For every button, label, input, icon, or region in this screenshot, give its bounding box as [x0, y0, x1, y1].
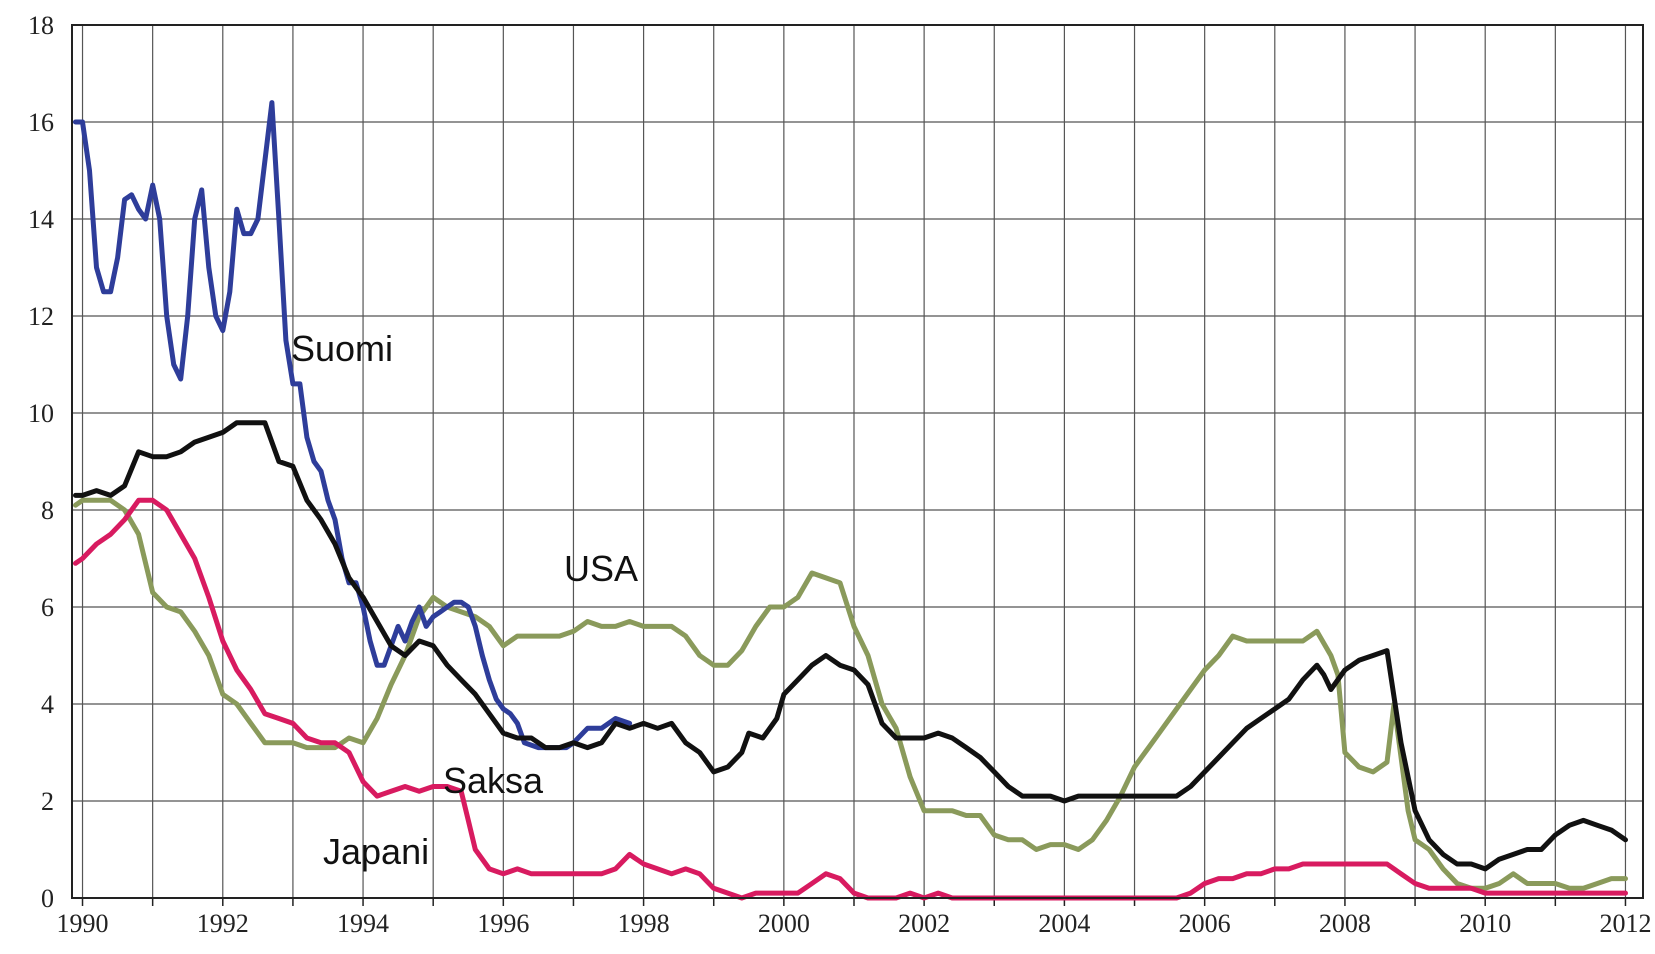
y-tick-label: 16 [28, 108, 54, 137]
x-tick-label: 1994 [337, 909, 389, 938]
y-tick-label: 6 [41, 593, 54, 622]
series-line-suomi [73, 100, 633, 751]
y-tick-label: 14 [28, 205, 54, 234]
x-tick-label: 2004 [1038, 909, 1090, 938]
series-label-japani: Japani [323, 831, 429, 872]
x-tick-label: 2012 [1599, 909, 1651, 938]
series-line-saksa [73, 420, 1628, 872]
x-tick-label: 1998 [618, 909, 670, 938]
series-label-suomi: Suomi [291, 328, 393, 369]
y-tick-label: 18 [28, 11, 54, 40]
x-tick-label: 2008 [1319, 909, 1371, 938]
y-tick-label: 12 [28, 302, 54, 331]
y-tick-label: 8 [41, 496, 54, 525]
x-tick-label: 2000 [758, 909, 810, 938]
y-axis-ticks: 0 2 4 6 8 10 12 14 16 18 [28, 11, 54, 913]
x-axis-ticks: 1990 1992 1994 1996 1998 2000 2002 2004 2006 2008… [57, 898, 1651, 938]
series-label-saksa: Saksa [443, 760, 544, 801]
series-line-japani [73, 497, 1628, 901]
series-lines [73, 100, 1628, 901]
x-tick-label: 2010 [1459, 909, 1511, 938]
x-tick-label: 2002 [898, 909, 950, 938]
y-tick-label: 2 [41, 787, 54, 816]
series-line-usa [73, 497, 1628, 891]
y-tick-label: 0 [41, 884, 54, 913]
x-tick-label: 1992 [197, 909, 249, 938]
x-tick-label: 1996 [477, 909, 529, 938]
y-tick-label: 10 [28, 399, 54, 428]
x-tick-label: 2006 [1179, 909, 1231, 938]
y-tick-label: 4 [41, 690, 54, 719]
x-tick-label: 1990 [57, 909, 109, 938]
plot-frame [71, 24, 1644, 899]
series-label-usa: USA [564, 548, 638, 589]
series-labels: Suomi USA Saksa Japani [291, 328, 638, 872]
